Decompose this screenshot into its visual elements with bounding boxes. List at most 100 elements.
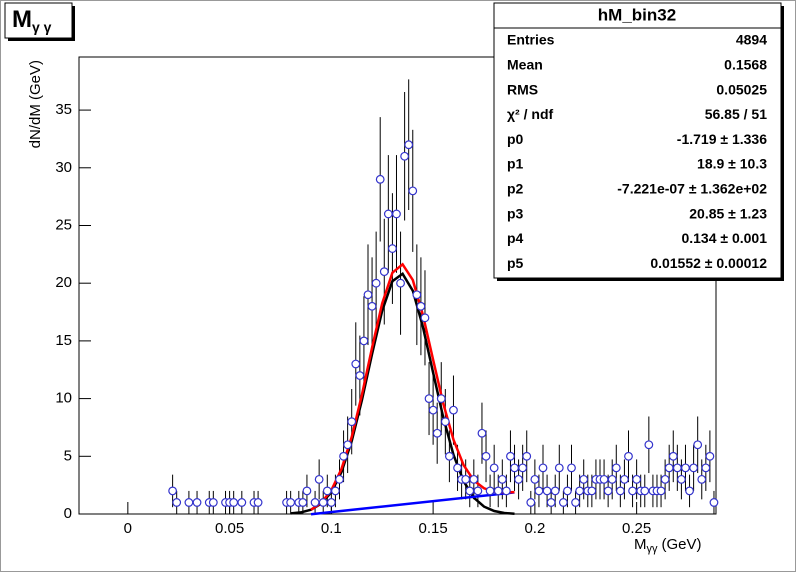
data-point — [526, 498, 536, 507]
x-tick-label: 0.05 — [215, 520, 244, 537]
plot-area: 0 5 10 15 20 25 30 35 0 0.05 0.1 0.15 0.2 0.25 — [55, 79, 719, 537]
data-point — [477, 428, 487, 438]
data-point — [363, 290, 373, 300]
data-point — [237, 498, 247, 507]
y-tick-label: 5 — [64, 447, 72, 464]
data-point — [599, 474, 609, 484]
data-point — [473, 486, 483, 496]
data-point — [416, 301, 426, 311]
y-tick-label: 20 — [55, 274, 72, 291]
data-point — [563, 486, 572, 496]
data-point — [420, 313, 430, 323]
y-tick-label: 10 — [55, 390, 72, 407]
y-tick-label: 15 — [55, 332, 72, 349]
data-point — [534, 486, 544, 496]
data-point — [558, 498, 568, 507]
data-point — [522, 451, 532, 461]
data-point — [620, 474, 629, 484]
stats-value: -7.221e-07 ± 1.362e+02 — [617, 181, 767, 197]
data-point — [624, 451, 633, 461]
stats-value: 56.85 / 51 — [705, 106, 767, 122]
y-tick-label: 0 — [64, 505, 72, 522]
data-point — [253, 498, 263, 507]
data-point — [310, 498, 320, 507]
data-point — [501, 486, 511, 496]
y-axis-label: dN/dM (GeV) — [27, 60, 44, 148]
data-point — [408, 186, 418, 196]
x-tick-label: 0.15 — [419, 520, 448, 537]
data-point — [192, 498, 202, 507]
data-point — [506, 451, 515, 461]
data-point — [628, 486, 637, 496]
stats-value: 20.85 ± 1.23 — [689, 205, 767, 221]
data-point — [355, 371, 365, 380]
data-point — [343, 440, 353, 450]
data-point — [412, 290, 422, 300]
data-point — [672, 463, 682, 473]
data-point — [587, 486, 597, 496]
data-point — [575, 486, 585, 496]
stats-value: 18.9 ± 10.3 — [697, 156, 767, 172]
stats-label: p5 — [507, 255, 524, 271]
data-point — [302, 486, 312, 496]
x-label-sub: γγ — [647, 543, 659, 555]
y-tick-label: 25 — [55, 216, 72, 233]
data-point — [603, 486, 613, 496]
stats-label: Entries — [507, 32, 555, 48]
data-point — [322, 486, 332, 496]
data-point — [331, 486, 340, 496]
data-point — [428, 405, 438, 415]
data-point — [184, 498, 194, 507]
x-axis-label: Mγγ (GeV) — [634, 536, 702, 555]
data-point — [514, 474, 523, 484]
data-point — [326, 498, 336, 507]
data-point — [579, 474, 589, 484]
stats-label: p4 — [507, 230, 524, 246]
data-point — [550, 486, 560, 496]
data-point — [615, 486, 625, 496]
data-point — [339, 451, 348, 461]
x-label-unit: (GeV) — [662, 536, 702, 553]
stats-value: 4894 — [736, 32, 767, 48]
data-point — [347, 417, 357, 427]
stats-title: hM_bin32 — [598, 5, 676, 24]
data-point — [705, 451, 715, 461]
data-point — [571, 498, 580, 507]
data-point — [697, 474, 707, 484]
data-point — [632, 474, 642, 484]
stats-label: Mean — [507, 57, 543, 73]
data-point — [453, 463, 462, 473]
data-point — [607, 474, 617, 484]
data-point — [538, 463, 548, 473]
data-point — [383, 209, 393, 219]
data-point — [461, 474, 471, 484]
data-point — [286, 498, 296, 507]
data-point — [518, 463, 528, 473]
title-sub: γ γ — [32, 19, 52, 35]
stats-label: p3 — [507, 205, 524, 221]
data-point — [424, 394, 434, 403]
data-point — [485, 486, 495, 496]
data-point — [542, 486, 552, 496]
data-point — [314, 474, 324, 484]
data-point — [689, 463, 699, 473]
data-point — [335, 474, 344, 484]
data-point — [644, 440, 654, 450]
x-label-main: M — [634, 536, 647, 553]
data-point — [567, 463, 576, 473]
data-point — [493, 486, 503, 496]
x-tick-label: 0.2 — [524, 520, 545, 537]
data-point — [388, 244, 397, 253]
data-point — [318, 498, 328, 507]
data-point — [554, 463, 564, 473]
data-point — [375, 174, 385, 184]
stats-value: -1.719 ± 1.336 — [677, 131, 767, 147]
y-tick-label: 35 — [55, 101, 72, 118]
title-main: M — [12, 6, 32, 33]
data-point — [640, 486, 650, 496]
data-point — [681, 463, 690, 473]
stats-value: 0.05025 — [716, 81, 767, 97]
data-point — [440, 417, 450, 427]
data-point — [359, 336, 369, 346]
